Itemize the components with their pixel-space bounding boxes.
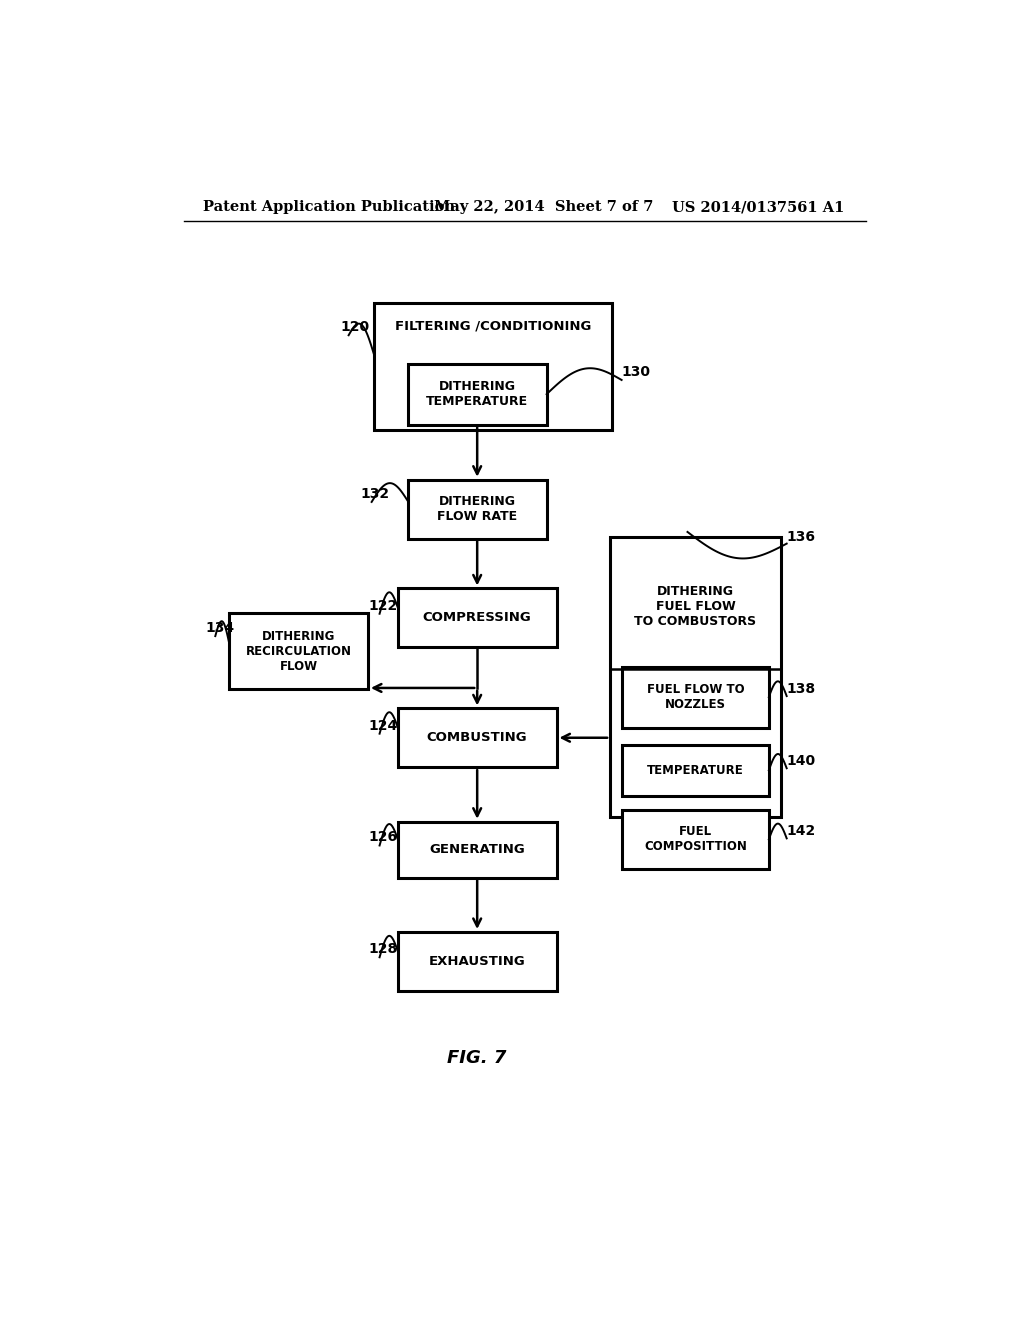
Text: EXHAUSTING: EXHAUSTING	[429, 954, 525, 968]
Bar	[229, 614, 368, 689]
Bar	[397, 932, 557, 991]
Text: 138: 138	[786, 682, 816, 696]
Text: 136: 136	[786, 529, 816, 544]
Text: 128: 128	[369, 942, 397, 956]
Text: FUEL
COMPOSITTION: FUEL COMPOSITTION	[644, 825, 746, 854]
Text: 142: 142	[786, 824, 816, 838]
Text: TEMPERATURE: TEMPERATURE	[647, 764, 743, 776]
Text: 120: 120	[341, 321, 370, 334]
Bar	[397, 821, 557, 878]
Bar	[408, 364, 547, 425]
Text: 134: 134	[206, 620, 234, 635]
Text: GENERATING: GENERATING	[429, 843, 525, 857]
Text: DITHERING
RECIRCULATION
FLOW: DITHERING RECIRCULATION FLOW	[246, 630, 351, 673]
Bar	[610, 537, 780, 817]
Bar	[622, 810, 769, 869]
Text: DITHERING
TEMPERATURE: DITHERING TEMPERATURE	[426, 380, 528, 408]
Text: DITHERING
FLOW RATE: DITHERING FLOW RATE	[437, 495, 517, 523]
Text: 140: 140	[786, 754, 816, 768]
Text: Patent Application Publication: Patent Application Publication	[204, 201, 456, 214]
Text: 130: 130	[622, 364, 650, 379]
Bar	[622, 744, 769, 796]
Text: 126: 126	[369, 830, 397, 845]
Text: 122: 122	[369, 598, 397, 612]
Text: FILTERING /CONDITIONING: FILTERING /CONDITIONING	[395, 319, 591, 333]
Text: COMBUSTING: COMBUSTING	[427, 731, 527, 744]
Text: 132: 132	[360, 487, 390, 500]
Text: FUEL FLOW TO
NOZZLES: FUEL FLOW TO NOZZLES	[646, 682, 744, 711]
Text: COMPRESSING: COMPRESSING	[423, 611, 531, 624]
Bar	[374, 304, 612, 430]
Bar	[397, 709, 557, 767]
Text: May 22, 2014  Sheet 7 of 7: May 22, 2014 Sheet 7 of 7	[433, 201, 653, 214]
Bar	[408, 479, 547, 539]
Text: 124: 124	[369, 718, 397, 733]
Bar	[622, 667, 769, 727]
Bar	[397, 589, 557, 647]
Text: FIG. 7: FIG. 7	[447, 1049, 507, 1067]
Text: US 2014/0137561 A1: US 2014/0137561 A1	[672, 201, 844, 214]
Text: DITHERING
FUEL FLOW
TO COMBUSTORS: DITHERING FUEL FLOW TO COMBUSTORS	[634, 585, 757, 627]
